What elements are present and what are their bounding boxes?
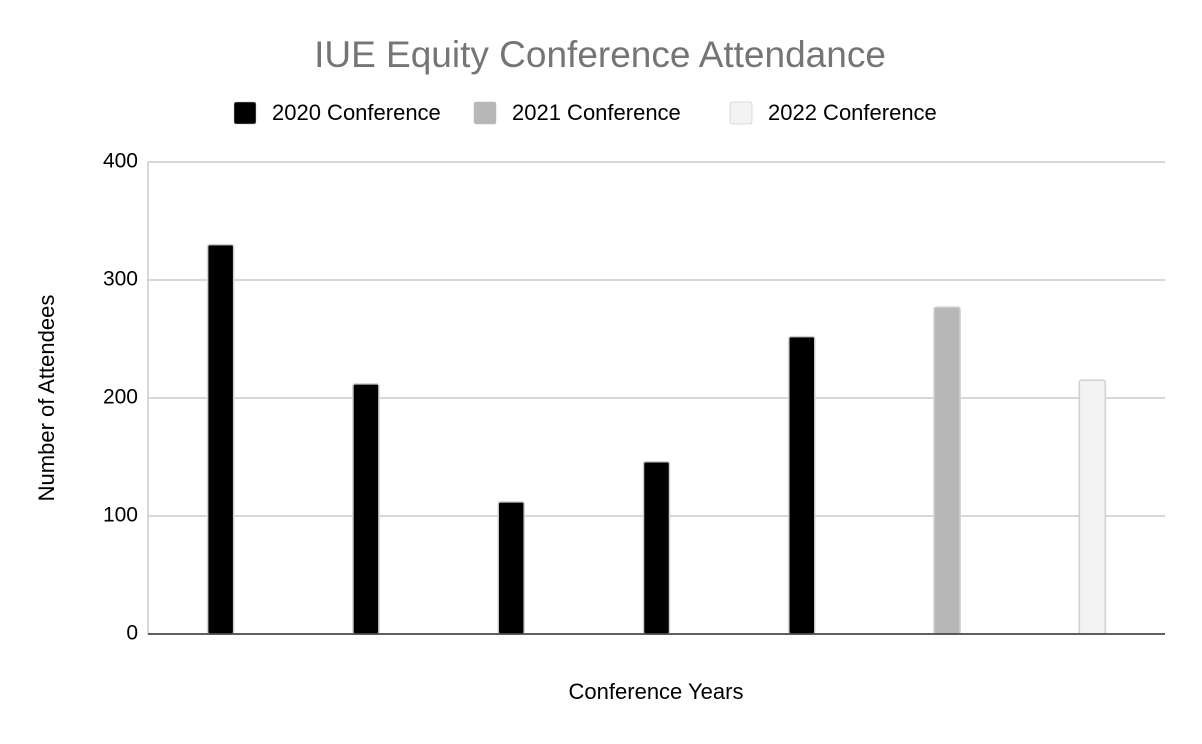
bar (206, 243, 235, 635)
bar (933, 306, 961, 635)
bar (788, 335, 816, 635)
bar (497, 501, 525, 635)
legend-swatch (729, 101, 753, 125)
x-axis-label: Conference Years (569, 679, 744, 704)
legend-label: 2022 Conference (768, 100, 937, 125)
legend-swatch (473, 101, 497, 125)
y-tick-label: 200 (103, 386, 138, 409)
y-tick-label: 0 (126, 622, 138, 645)
chart-title: IUE Equity Conference Attendance (314, 34, 886, 75)
legend-label: 2020 Conference (272, 100, 441, 125)
y-tick-label: 300 (103, 268, 138, 291)
y-tick-label: 400 (103, 150, 138, 173)
bar (352, 383, 380, 635)
y-axis-label: Number of Attendees (34, 295, 59, 502)
bar (642, 460, 671, 635)
y-tick-label: 100 (103, 504, 138, 527)
bar (1078, 379, 1107, 635)
legend-label: 2021 Conference (512, 100, 681, 125)
legend-swatch (233, 101, 257, 125)
